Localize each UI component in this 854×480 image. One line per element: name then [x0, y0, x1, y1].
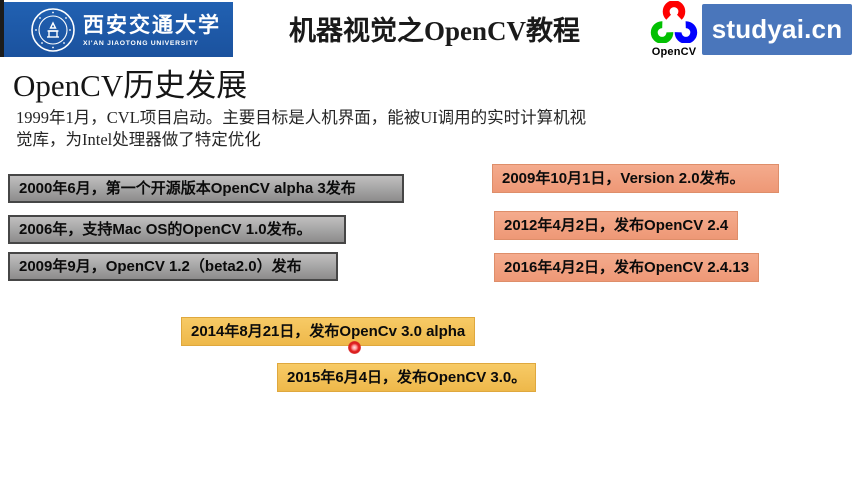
opencv-logo: OpenCV — [645, 0, 703, 58]
milestone-gray-2009: 2009年9月，OpenCV 1.2（beta2.0）发布 — [8, 252, 338, 281]
intro-line-2: 觉库，为Intel处理器做了特定优化 — [16, 130, 261, 149]
milestone-gray-2000: 2000年6月，第一个开源版本OpenCV alpha 3发布 — [8, 174, 404, 203]
opencv-logo-icon — [650, 0, 698, 44]
milestone-yellow-2015: 2015年6月4日，发布OpenCV 3.0。 — [277, 363, 537, 392]
university-name-cn: 西安交通大学 — [83, 12, 221, 37]
course-title: 机器视觉之OpenCV教程 — [289, 16, 581, 46]
intro-paragraph: 1999年1月，CVL项目启动。主要目标是人机界面，能被UI调用的实时计算机视 … — [16, 107, 586, 151]
laser-pointer-dot — [348, 341, 361, 354]
opencv-logo-label: OpenCV — [651, 46, 697, 58]
milestone-orange-2016: 2016年4月2日，发布OpenCV 2.4.13 — [494, 253, 760, 282]
milestone-yellow-2014: 2014年8月21日，发布OpenCv 3.0 alpha — [181, 317, 476, 346]
left-edge-strip — [0, 0, 4, 57]
university-names: 西安交通大学 XI'AN JIAOTONG UNIVERSITY — [83, 13, 221, 47]
site-badge: studyai.cn — [702, 4, 852, 55]
milestone-gray-2006: 2006年，支持Mac OS的OpenCV 1.0发布。 — [8, 215, 346, 244]
intro-line-1: 1999年1月，CVL项目启动。主要目标是人机界面，能被UI调用的实时计算机视 — [16, 108, 587, 127]
university-name-en: XI'AN JIAOTONG UNIVERSITY — [83, 39, 199, 47]
university-emblem-icon — [31, 7, 75, 52]
milestone-orange-2009: 2009年10月1日，Version 2.0发布。 — [492, 164, 779, 193]
site-name: studyai.cn — [711, 14, 843, 44]
milestone-orange-2012: 2012年4月2日，发布OpenCV 2.4 — [494, 211, 739, 240]
university-logo: 西安交通大学 XI'AN JIAOTONG UNIVERSITY — [4, 2, 233, 57]
page-title: OpenCV历史发展 — [13, 68, 248, 103]
